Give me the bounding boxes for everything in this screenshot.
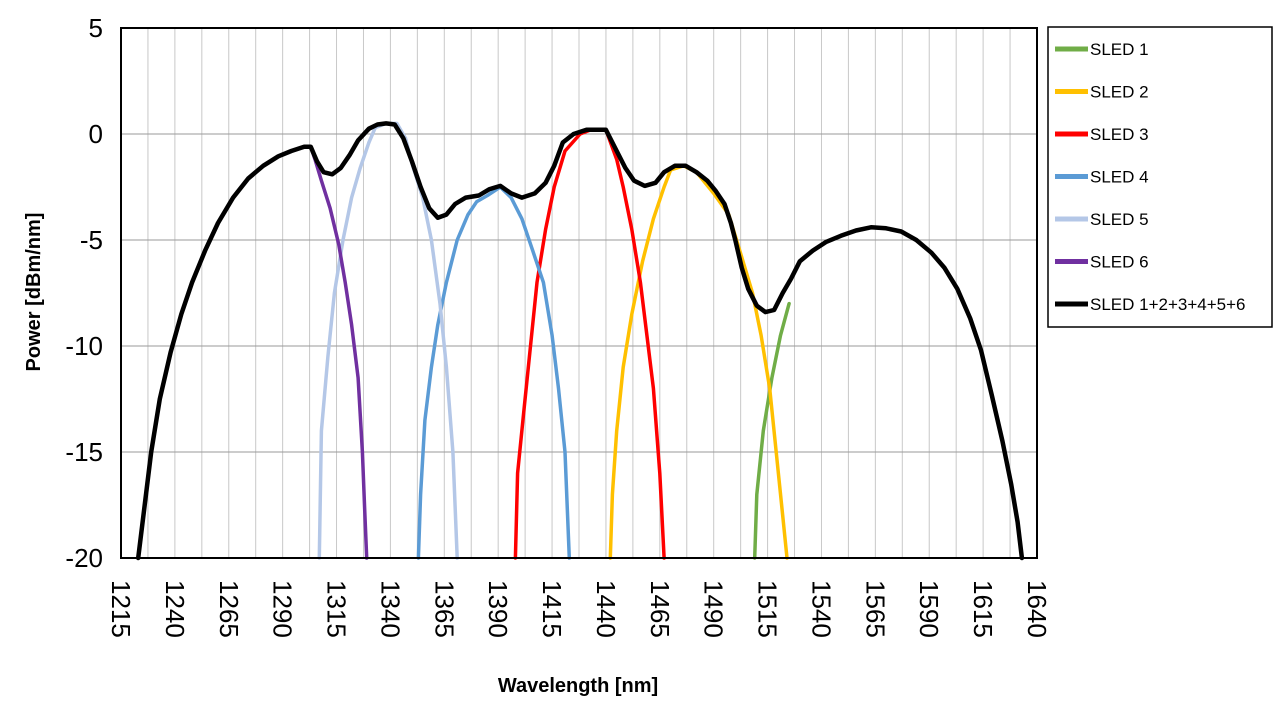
x-tick-label: 1215 xyxy=(106,580,136,638)
x-tick-label: 1290 xyxy=(268,580,298,638)
legend-label: SLED 6 xyxy=(1090,253,1149,272)
x-tick-label: 1240 xyxy=(160,580,190,638)
x-tick-label: 1340 xyxy=(375,580,405,638)
y-tick-label: -15 xyxy=(65,437,103,467)
x-tick-label: 1265 xyxy=(214,580,244,638)
y-axis-tick-labels: 5 0 -5 -10 -15 -20 xyxy=(65,13,103,573)
x-tick-label: 1315 xyxy=(322,580,352,638)
x-tick-label: 1415 xyxy=(537,580,567,638)
series-line xyxy=(416,185,572,560)
x-tick-label: 1465 xyxy=(645,580,675,638)
plot-area-frame xyxy=(120,27,1038,559)
legend-label: SLED 5 xyxy=(1090,210,1149,229)
y-tick-label: 0 xyxy=(89,119,103,149)
x-axis-tick-labels: 1215 1240 1265 1290 1315 1340 1365 1390 1415 1440… xyxy=(106,580,1052,638)
legend-label: SLED 3 xyxy=(1090,125,1149,144)
grid-lines xyxy=(120,27,1038,559)
legend-label: SLED 2 xyxy=(1090,83,1149,102)
x-tick-label: 1365 xyxy=(429,580,459,638)
legend-label: SLED 4 xyxy=(1090,168,1149,187)
x-tick-label: 1640 xyxy=(1022,580,1052,638)
x-tick-label: 1540 xyxy=(806,580,836,638)
x-tick-label: 1590 xyxy=(914,580,944,638)
y-tick-label: -20 xyxy=(65,543,103,573)
y-tick-label: 5 xyxy=(89,13,103,43)
x-tick-label: 1490 xyxy=(699,580,729,638)
x-tick-label: 1390 xyxy=(483,580,513,638)
x-tick-label: 1440 xyxy=(591,580,621,638)
series-line xyxy=(308,144,369,560)
y-axis-title: Power [dBm/nm] xyxy=(23,213,45,372)
y-tick-label: -5 xyxy=(80,225,103,255)
series-line xyxy=(135,121,1025,561)
series-lines xyxy=(135,121,1025,561)
y-tick-label: -10 xyxy=(65,331,103,361)
legend-label: SLED 1+2+3+4+5+6 xyxy=(1090,295,1246,314)
series-line xyxy=(513,128,666,560)
x-axis-title: Wavelength [nm] xyxy=(498,675,658,697)
x-tick-label: 1615 xyxy=(968,580,998,638)
x-tick-label: 1565 xyxy=(860,580,890,638)
legend: SLED 1 SLED 2 SLED 3 SLED 4 SLED 5 SLED 6 SLED… xyxy=(1047,26,1273,328)
series-line xyxy=(752,301,791,560)
legend-label: SLED 1 xyxy=(1090,40,1149,59)
series-line xyxy=(608,164,789,560)
x-tick-label: 1515 xyxy=(753,580,783,638)
